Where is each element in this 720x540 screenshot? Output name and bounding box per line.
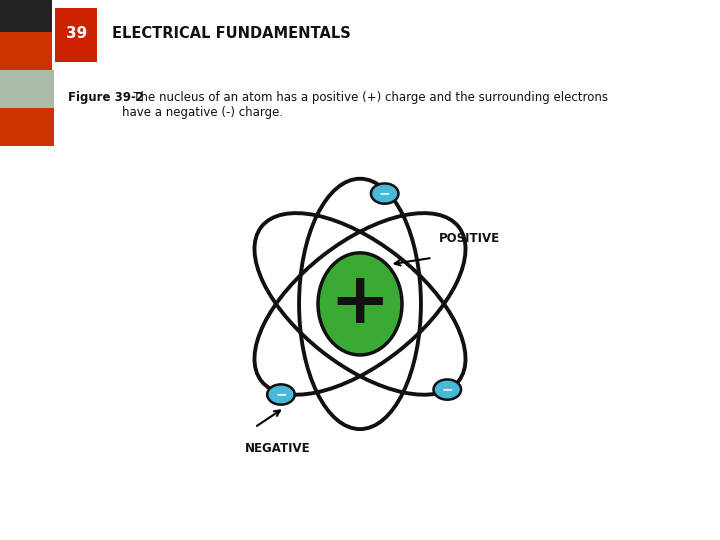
Ellipse shape [371,184,398,204]
Text: The nucleus of an atom has a positive (+) charge and the surrounding electrons
h: The nucleus of an atom has a positive (+… [122,91,608,119]
Text: NEGATIVE: NEGATIVE [245,442,310,455]
Text: −: − [275,388,287,402]
Text: James Halderman: James Halderman [158,518,251,528]
Text: −: − [379,186,390,200]
FancyBboxPatch shape [0,31,52,70]
Text: , Fifth Edition: , Fifth Edition [241,495,310,505]
Ellipse shape [318,253,402,355]
Text: Automotive Technology: Automotive Technology [158,495,281,505]
Ellipse shape [267,384,294,404]
FancyBboxPatch shape [0,70,54,108]
Text: +: + [330,269,390,339]
Ellipse shape [433,380,461,400]
Text: ALWAYS LEARNING: ALWAYS LEARNING [22,504,125,514]
Text: 39: 39 [66,26,87,41]
FancyBboxPatch shape [55,9,97,62]
Text: POSITIVE: POSITIVE [439,232,500,245]
FancyBboxPatch shape [0,108,54,146]
Text: ELECTRICAL FUNDAMENTALS: ELECTRICAL FUNDAMENTALS [112,26,351,41]
Text: −: − [441,382,453,396]
FancyBboxPatch shape [0,0,52,31]
Text: Figure 39-2: Figure 39-2 [68,91,145,104]
Text: PEARSON: PEARSON [587,499,698,519]
